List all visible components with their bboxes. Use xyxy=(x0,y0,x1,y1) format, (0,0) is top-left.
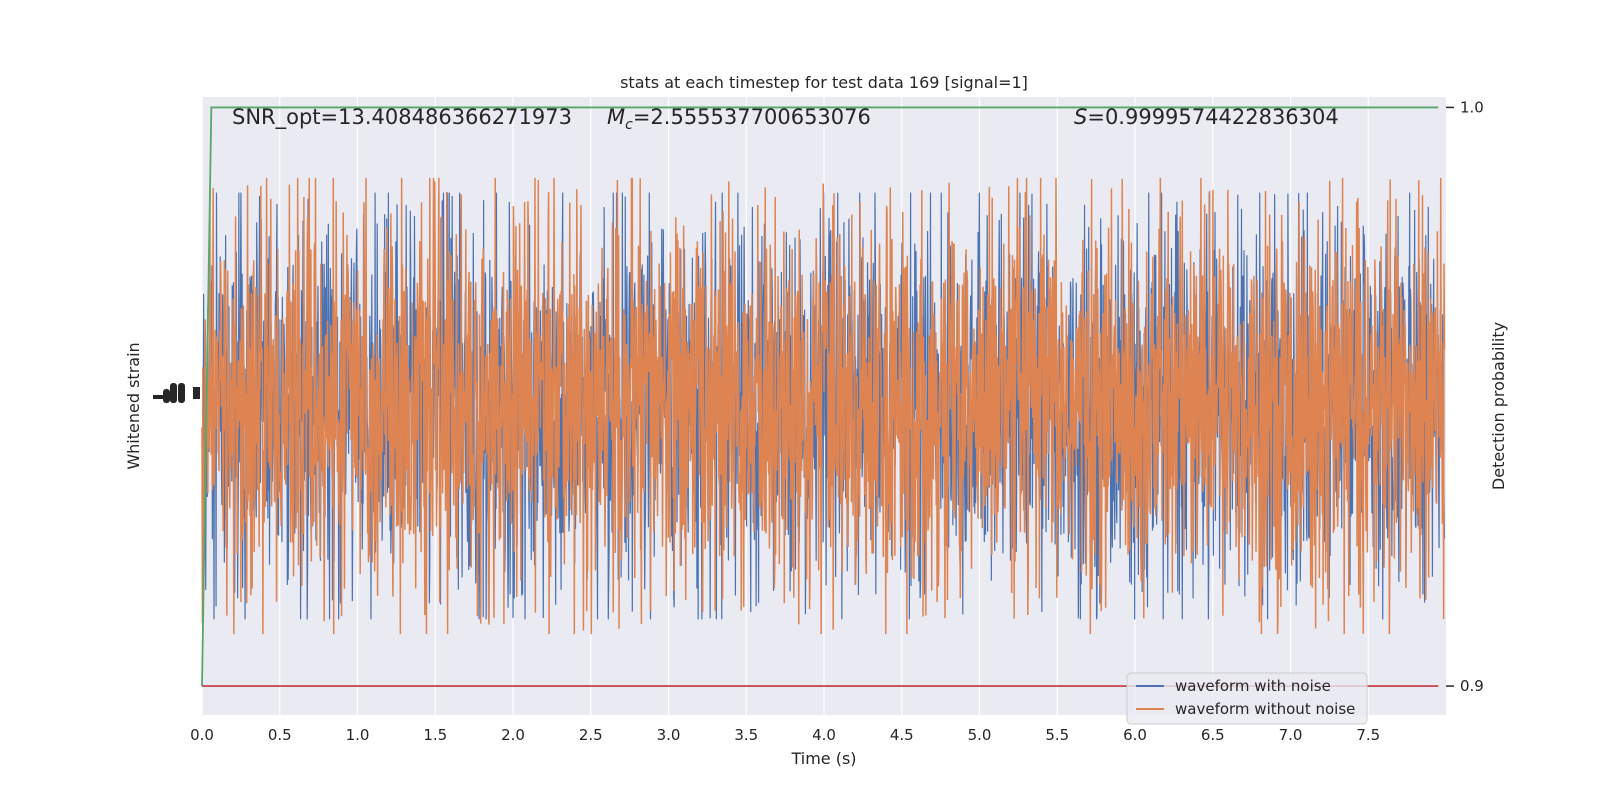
x-tick-label: 2.5 xyxy=(579,726,603,744)
x-tick-label: 5.0 xyxy=(968,726,992,744)
left-tick-mark xyxy=(163,389,170,403)
left-tick-mark xyxy=(178,383,185,403)
x-tick-label: 5.5 xyxy=(1045,726,1069,744)
annotation-layer: SNR_opt=13.408486366271973 Mc=2.55553770… xyxy=(232,105,1339,133)
right-tick-label: 1.0 xyxy=(1460,98,1484,116)
detection-stat-value: =0.9999574422836304 xyxy=(1087,105,1338,129)
chart-title: stats at each timestep for test data 169… xyxy=(620,73,1028,92)
detection-stat-annotation: S=0.9999574422836304 xyxy=(1074,105,1339,129)
chirp-mass-subscript: c xyxy=(625,117,633,133)
x-tick-label: 7.0 xyxy=(1279,726,1303,744)
x-tick-label: 0.5 xyxy=(268,726,292,744)
left-tick-mark xyxy=(170,383,177,403)
x-axis: 0.0 0.5 1.0 1.5 2.0 2.5 3.0 3.5 4.0 4.5 5.0 5.5 6.0 6… xyxy=(190,726,1380,744)
x-tick-label: 2.0 xyxy=(501,726,525,744)
x-tick-label: 6.0 xyxy=(1123,726,1147,744)
chirp-mass-symbol: M xyxy=(607,105,625,129)
right-axis-label: Detection probability xyxy=(1489,322,1508,490)
x-tick-label: 1.0 xyxy=(346,726,370,744)
x-tick-label: 4.0 xyxy=(812,726,836,744)
x-tick-label: 6.5 xyxy=(1201,726,1225,744)
left-axis xyxy=(153,383,200,403)
series-line-waveform-without-noise xyxy=(201,177,1446,635)
x-axis-label: Time (s) xyxy=(790,749,856,768)
legend: waveform with noise waveform without noi… xyxy=(1126,672,1368,725)
chirp-mass-annotation: Mc=2.555537700653076 xyxy=(607,105,871,133)
x-tick-label: 7.5 xyxy=(1356,726,1380,744)
right-axis: 0.9 1.0 xyxy=(1446,98,1484,695)
x-tick-label: 4.5 xyxy=(890,726,914,744)
left-tick-mark xyxy=(193,387,200,399)
x-tick-label: 3.0 xyxy=(657,726,681,744)
legend-label-without-noise: waveform without noise xyxy=(1175,700,1355,718)
left-axis-label: Whitened strain xyxy=(124,342,143,469)
x-tick-label: 1.5 xyxy=(423,726,447,744)
legend-box xyxy=(1126,672,1368,725)
x-tick-label: 0.0 xyxy=(190,726,214,744)
series-layer xyxy=(201,106,1446,687)
series-line-detection-probability xyxy=(201,106,1439,687)
snr-annotation: SNR_opt=13.408486366271973 xyxy=(232,105,572,130)
chirp-mass-value: =2.555537700653076 xyxy=(633,105,871,129)
detection-stat-symbol: S xyxy=(1074,105,1087,129)
plot-area xyxy=(201,97,1446,715)
right-tick-label: 0.9 xyxy=(1460,677,1484,695)
left-tick-mark xyxy=(153,395,167,399)
left-axis-overlapping-ticks xyxy=(153,383,200,403)
legend-label-with-noise: waveform with noise xyxy=(1175,677,1331,695)
x-tick-label: 3.5 xyxy=(734,726,758,744)
